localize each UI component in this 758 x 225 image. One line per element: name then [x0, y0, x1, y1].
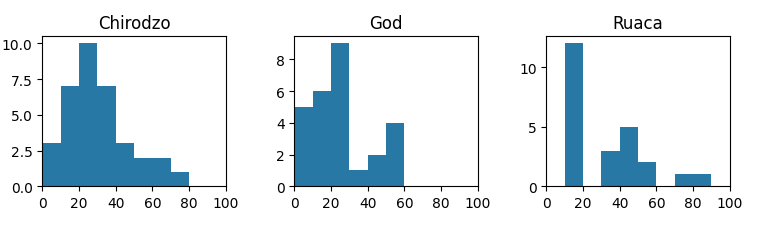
Bar [171, 172, 189, 187]
Bar [313, 92, 331, 187]
Bar [565, 44, 583, 187]
Bar [349, 171, 368, 187]
Bar [638, 163, 656, 187]
Title: God: God [369, 15, 402, 33]
Bar [42, 144, 61, 187]
Title: Ruaca: Ruaca [612, 15, 663, 33]
Bar [116, 144, 134, 187]
Bar [368, 155, 386, 187]
Bar [693, 175, 712, 187]
Title: Chirodzo: Chirodzo [98, 15, 171, 33]
Bar [331, 44, 349, 187]
Bar [620, 127, 638, 187]
Bar [97, 87, 116, 187]
Bar [675, 175, 693, 187]
Bar [601, 151, 620, 187]
Bar [152, 158, 171, 187]
Bar [134, 158, 152, 187]
Bar [79, 44, 97, 187]
Bar [61, 87, 79, 187]
Bar [386, 123, 405, 187]
Bar [294, 108, 313, 187]
